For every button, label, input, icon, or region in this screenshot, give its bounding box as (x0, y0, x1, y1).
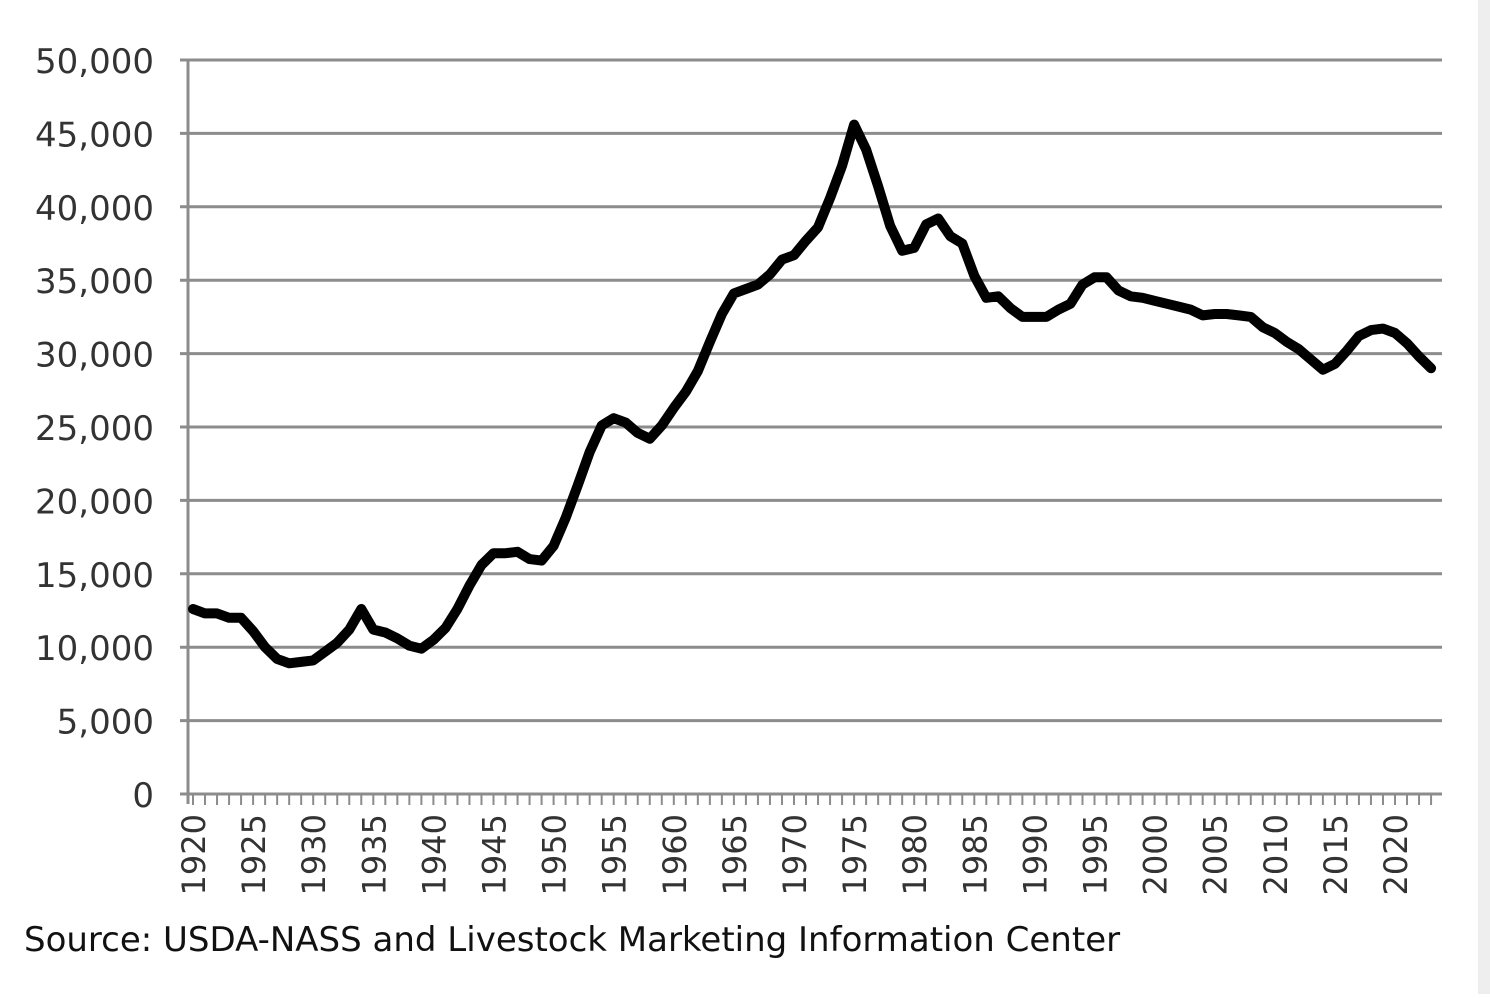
x-tick-label: 1935 (355, 814, 393, 895)
x-tick-label: 1975 (836, 814, 874, 895)
y-tick-label: 5,000 (57, 703, 154, 743)
x-tick-label: 1950 (536, 814, 574, 895)
right-edge-strip (1478, 0, 1490, 994)
x-tick-label: 1995 (1077, 814, 1115, 895)
axes (180, 60, 1442, 805)
y-tick-label: 50,000 (35, 42, 154, 82)
x-tick-label: 1970 (776, 814, 814, 895)
x-tick-label: 1945 (476, 814, 514, 895)
x-axis-tick-labels: 1920 1925 1930 1935 1940 1945 1950 1955 1960 1965… (175, 814, 1415, 895)
x-tick-label: 2010 (1257, 814, 1295, 895)
x-tick-label: 2015 (1317, 814, 1355, 895)
x-tick-label: 1940 (415, 814, 453, 895)
x-tick-label: 1960 (656, 814, 694, 895)
x-tick-label: 1930 (295, 814, 333, 895)
x-tick-label: 1980 (896, 814, 934, 895)
x-tick-label: 2005 (1197, 814, 1235, 895)
series-layer (188, 119, 1437, 669)
gridlines (180, 58, 1442, 723)
x-tick-label: 2000 (1137, 814, 1175, 895)
x-tick-label: 1985 (956, 814, 994, 895)
source-note: Source: USDA-NASS and Livestock Marketin… (24, 920, 1121, 960)
x-tick-label: 1920 (175, 814, 213, 895)
x-tick-label: 1990 (1016, 814, 1054, 895)
y-tick-label: 0 (132, 776, 154, 816)
y-tick-label: 35,000 (35, 262, 154, 302)
y-tick-label: 10,000 (35, 629, 154, 669)
series-line (188, 119, 1437, 669)
x-tick-label: 1925 (235, 814, 273, 895)
x-tick-label: 1955 (596, 814, 634, 895)
x-tick-label: 1965 (716, 814, 754, 895)
y-tick-label: 15,000 (35, 556, 154, 596)
y-tick-label: 20,000 (35, 482, 154, 522)
y-tick-label: 25,000 (35, 409, 154, 449)
y-axis-tick-labels: 0 5,000 10,000 15,000 20,000 25,000 30,000 35,0… (35, 42, 154, 816)
y-tick-label: 45,000 (35, 115, 154, 155)
x-tick-label: 2020 (1377, 814, 1415, 895)
y-tick-label: 40,000 (35, 189, 154, 229)
y-tick-label: 30,000 (35, 336, 154, 376)
